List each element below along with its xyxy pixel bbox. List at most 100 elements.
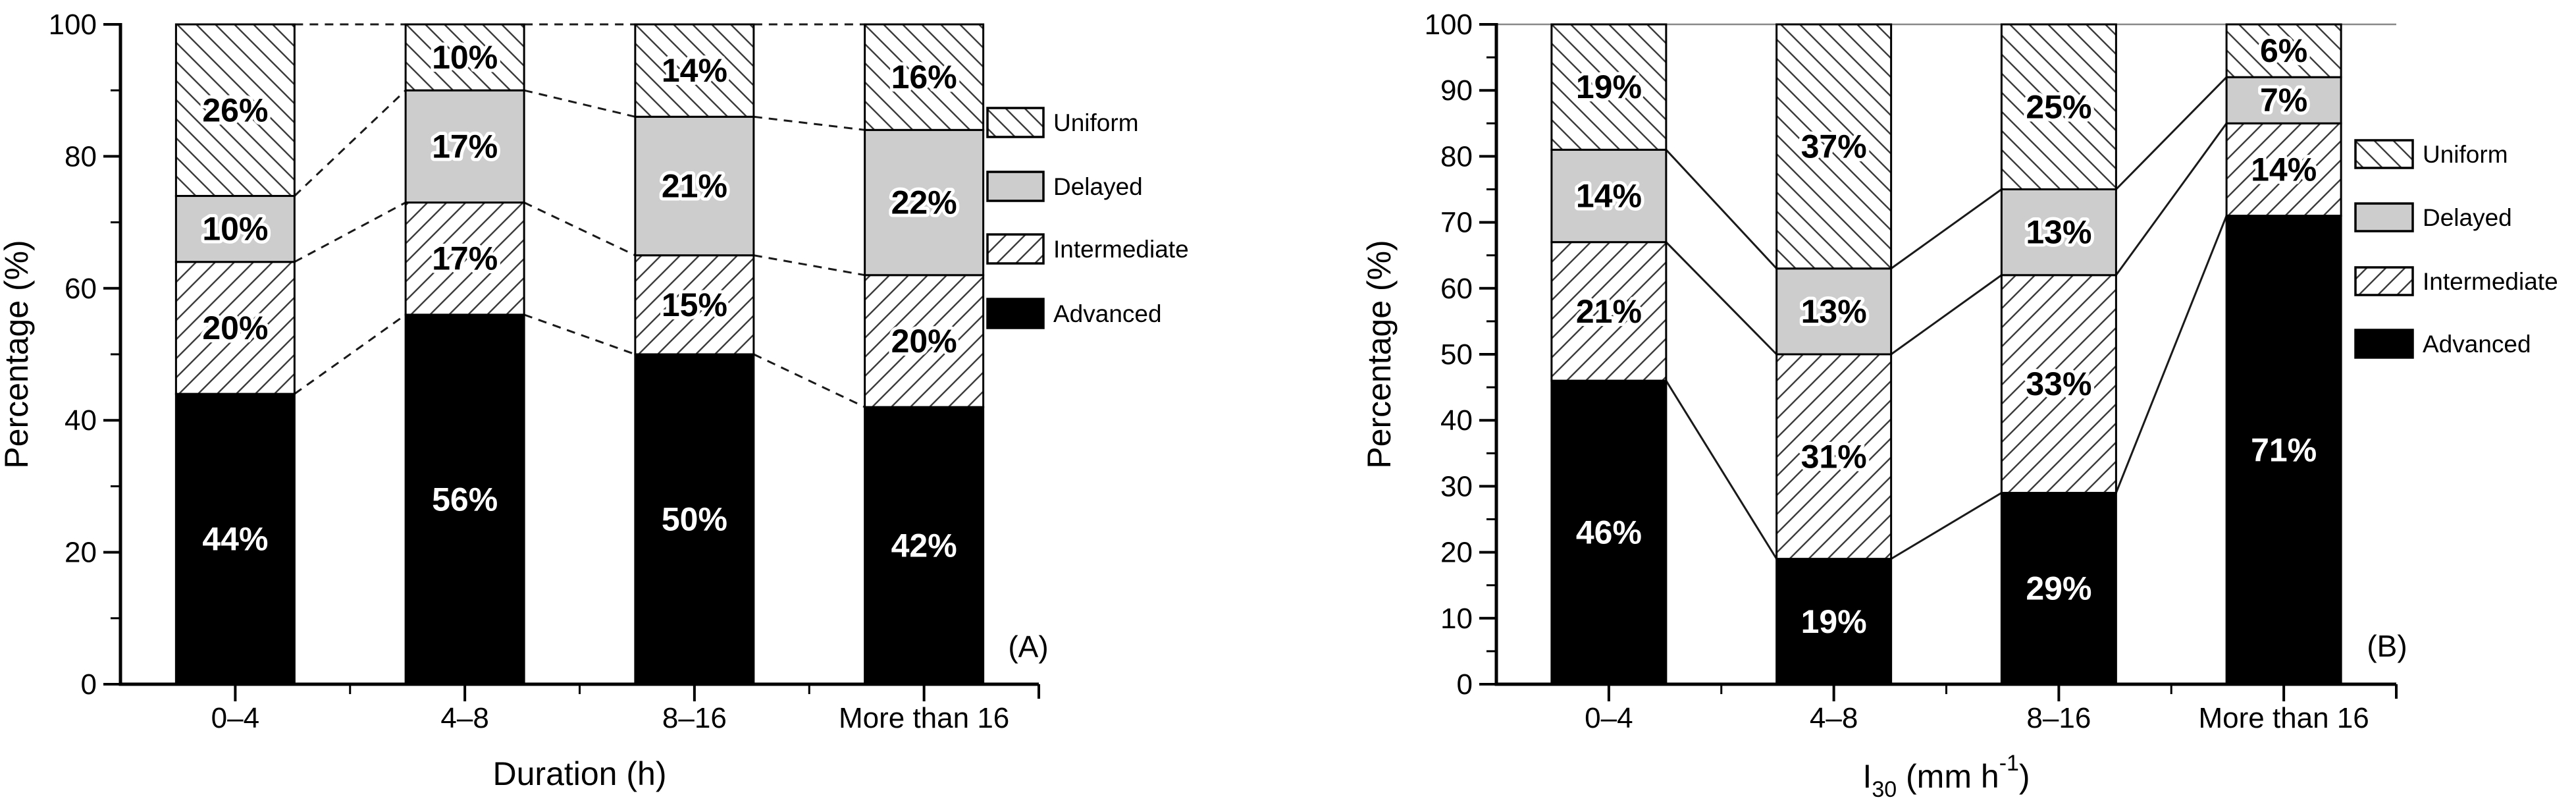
x-axis-title-B: I30 (mm h-1)	[1862, 751, 2030, 802]
x-tick-labels-B: 0–4 4–8 8–16 More than 16	[1585, 702, 2369, 734]
segment-label: 20%	[891, 323, 957, 360]
segment-label: 42%	[891, 527, 957, 564]
legend-B: Uniform Delayed Intermediate Advanced	[2354, 139, 2558, 359]
segment-label: 10%	[202, 211, 268, 248]
bar-segment-advanced	[1550, 379, 1668, 686]
bar-segment-uniform	[1550, 23, 1668, 151]
y-tick-label: 80	[65, 140, 97, 173]
segment-label: 13%	[1801, 293, 1867, 330]
bar-segment-advanced	[404, 313, 525, 686]
segment-label: 46%	[1576, 514, 1642, 551]
legend-swatch-hatch-backward	[2354, 139, 2414, 169]
bar-segment-uniform	[2225, 23, 2342, 78]
bar-segment-advanced	[2000, 491, 2117, 686]
bar-segment-delayed	[2225, 76, 2342, 124]
x-tick-label: 0–4	[211, 702, 259, 734]
bar-group-More than 16: 42% 20% 22% 16%	[864, 23, 985, 686]
legend-item-uniform: Uniform	[986, 107, 1139, 138]
y-tick-label: 100	[49, 9, 97, 41]
legend-label: Delayed	[2423, 204, 2512, 231]
legend-item-delayed: Delayed	[2354, 202, 2512, 232]
segment-label: 19%	[1801, 603, 1867, 640]
segment-label: 44%	[202, 521, 268, 558]
connector-lines-B	[1665, 76, 2228, 560]
y-tick-label: 30	[1440, 470, 1473, 502]
legend-item-intermediate: Intermediate	[986, 233, 1189, 265]
y-tick-labels-A: 0 20 40 60 80 100	[49, 9, 97, 701]
y-tick-label: 80	[1440, 140, 1473, 173]
segment-label: 13%	[2026, 214, 2091, 251]
legend-label: Uniform	[2423, 141, 2508, 168]
bar-group-4–8: 56% 17% 17% 10%	[404, 23, 525, 686]
y-tick-label: 0	[81, 668, 97, 701]
legend-swatch-solid-gray	[2354, 202, 2414, 232]
y-tick-label: 0	[1457, 668, 1473, 701]
segment-label: 31%	[1801, 438, 1867, 475]
legend-swatch-hatch-backward	[986, 107, 1045, 138]
axes-B	[1479, 23, 2398, 701]
segment-label: 17%	[432, 128, 498, 165]
segment-label: 26%	[202, 92, 268, 128]
bar-segment-delayed	[634, 115, 755, 257]
legend-label: Delayed	[1053, 173, 1143, 200]
connector-lines-A	[294, 23, 866, 408]
bar-segment-uniform	[634, 23, 755, 118]
legend-item-uniform: Uniform	[2354, 139, 2508, 169]
x-tick-label: 8–16	[662, 702, 727, 734]
y-tick-label: 50	[1440, 338, 1473, 371]
bars-B: 46% 21% 14% 19% 19% 31% 13% 37% 29% 33% 13% 25% 71% 1…	[1550, 23, 2342, 686]
panel-label-A: (A)	[1008, 630, 1048, 664]
legend-item-advanced: Advanced	[2354, 329, 2531, 359]
segment-label: 16%	[891, 59, 957, 95]
bar-segment-uniform	[864, 23, 985, 131]
bar-segment-intermediate	[864, 274, 985, 408]
segment-label: 19%	[1576, 68, 1642, 105]
x-tick-label: More than 16	[2198, 702, 2369, 734]
x-tick-label: 4–8	[440, 702, 488, 734]
segment-label: 17%	[432, 240, 498, 277]
y-axis-title-A: Percentage (%)	[0, 240, 35, 468]
bar-segment-intermediate	[404, 202, 525, 316]
y-tick-label: 70	[1440, 207, 1473, 239]
panel-B: 46% 21% 14% 19% 19% 31% 13% 37% 29% 33% 13% 25% 71% 1…	[1361, 9, 2558, 802]
legend-swatch-solid-black	[986, 298, 1045, 329]
segment-label: 50%	[662, 501, 727, 538]
segment-label: 33%	[2026, 365, 2091, 402]
bar-segment-intermediate	[1550, 241, 1668, 382]
segment-label: 14%	[662, 52, 727, 89]
bar-segment-uniform	[404, 23, 525, 92]
panel-A: 44% 20% 10% 26% 56% 17% 17% 10% 50% 15% 21% 14% 42% 2…	[0, 9, 1189, 792]
bar-group-0–4: 46% 21% 14% 19%	[1550, 23, 1668, 686]
x-tick-label: More than 16	[839, 702, 1009, 734]
x-tick-label: 0–4	[1585, 702, 1633, 734]
bar-segment-uniform	[1775, 23, 1893, 270]
bar-segment-delayed	[1550, 148, 1668, 244]
legend-item-advanced: Advanced	[986, 298, 1162, 329]
segment-label: 25%	[2026, 88, 2091, 125]
bar-group-0–4: 44% 20% 10% 26%	[174, 23, 296, 686]
legend-swatch-solid-black	[2354, 329, 2414, 359]
panel-label-B: (B)	[2367, 629, 2407, 663]
legend-label: Intermediate	[2423, 268, 2558, 295]
segment-label: 20%	[202, 310, 268, 346]
segment-label: 14%	[2251, 151, 2317, 188]
y-tick-label: 90	[1440, 74, 1473, 107]
y-tick-label: 40	[1440, 404, 1473, 437]
bar-group-8–16: 50% 15% 21% 14%	[634, 23, 755, 686]
segment-label: 14%	[1576, 178, 1642, 215]
legend-item-delayed: Delayed	[986, 171, 1143, 202]
segment-label: 10%	[432, 39, 498, 76]
bar-segment-intermediate	[2225, 122, 2342, 217]
legend-label: Intermediate	[1053, 236, 1189, 263]
y-tick-label: 100	[1425, 9, 1473, 41]
segment-label: 6%	[2260, 32, 2307, 69]
legend-label: Uniform	[1053, 109, 1139, 136]
y-tick-label: 20	[65, 537, 97, 569]
bar-segment-intermediate	[1775, 353, 1893, 560]
y-tick-label: 40	[65, 404, 97, 437]
segment-label: 21%	[1576, 293, 1642, 330]
bar-segment-delayed	[174, 195, 296, 263]
segment-label: 71%	[2251, 431, 2317, 468]
